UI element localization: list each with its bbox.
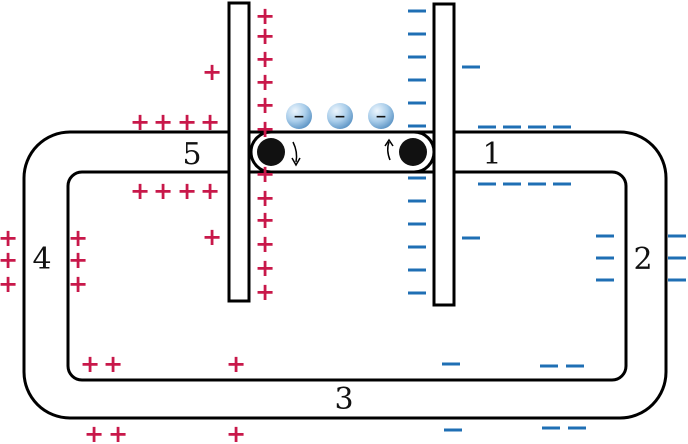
positive-charge-icon: + — [255, 278, 275, 306]
positive-charge-icon: + — [130, 108, 150, 136]
electron-2-icon: − — [327, 103, 353, 129]
positive-charge-icon: + — [255, 2, 275, 30]
negative-charge-icon — [408, 222, 426, 226]
positive-charge-icon: + — [68, 224, 88, 252]
negative-charge-icon — [408, 101, 426, 105]
negative-charge-icon — [408, 78, 426, 82]
positive-charge-icon: + — [255, 68, 275, 96]
positive-charge-icon: + — [255, 254, 275, 282]
negative-charge-icon — [542, 426, 560, 430]
negative-charge-icon — [408, 55, 426, 59]
negative-charge-icon — [528, 182, 546, 186]
positive-charge-icon: + — [202, 223, 222, 251]
negative-charge-icon — [503, 182, 521, 186]
negative-charge-icon — [408, 199, 426, 203]
negative-charge-icon — [462, 65, 480, 69]
negative-charge-icon — [540, 364, 558, 368]
positive-charge-icon: + — [255, 22, 275, 50]
negative-charge-icon — [408, 268, 426, 272]
negative-charge-icon — [408, 9, 426, 13]
negative-charge-icon — [528, 125, 546, 129]
positive-charge-icon: + — [255, 206, 275, 234]
positive-charge-icon: + — [255, 230, 275, 258]
roller-left-icon — [257, 138, 285, 166]
negative-charge-icon — [462, 236, 480, 240]
negative-charge-icon — [668, 256, 686, 260]
rotation-arrow-up-icon — [384, 138, 394, 161]
positive-charge-icon: + — [177, 177, 197, 205]
svg-text:−: − — [293, 109, 305, 125]
negative-charge-icon — [408, 176, 426, 180]
label-5: 5 — [182, 137, 201, 172]
positive-charge-icon: + — [153, 177, 173, 205]
positive-charge-icon: + — [226, 420, 246, 444]
negative-charge-icon — [408, 32, 426, 36]
positive-charge-icon: + — [0, 224, 18, 252]
left-plate — [227, 1, 251, 303]
negative-charge-icon — [408, 245, 426, 249]
svg-text:−: − — [334, 109, 346, 125]
negative-charge-icon — [408, 124, 426, 128]
negative-charge-icon — [596, 256, 614, 260]
right-plate — [432, 2, 456, 307]
positive-charge-icon: + — [84, 420, 104, 444]
positive-charge-icon: + — [200, 177, 220, 205]
label-1: 1 — [482, 137, 501, 172]
negative-charge-icon — [668, 278, 686, 282]
negative-charge-icon — [503, 125, 521, 129]
electron-1-icon: − — [286, 103, 312, 129]
svg-text:−: − — [375, 109, 387, 125]
positive-charge-icon: + — [0, 246, 18, 274]
positive-charge-icon: + — [255, 45, 275, 73]
positive-charge-icon: + — [177, 108, 197, 136]
label-2: 2 — [633, 242, 652, 277]
negative-charge-icon — [553, 125, 571, 129]
positive-charge-icon: + — [68, 246, 88, 274]
label-4: 4 — [32, 242, 51, 277]
roller-right-icon — [399, 138, 427, 166]
conductor-loop-outer — [22, 130, 668, 420]
positive-charge-icon: + — [255, 91, 275, 119]
positive-charge-icon: + — [0, 270, 18, 298]
negative-charge-icon — [568, 426, 586, 430]
positive-charge-icon: + — [255, 115, 275, 143]
negative-charge-icon — [478, 125, 496, 129]
negative-charge-icon — [668, 234, 686, 238]
rotation-arrow-down-icon — [291, 141, 301, 167]
negative-charge-icon — [596, 234, 614, 238]
positive-charge-icon: + — [255, 160, 275, 188]
positive-charge-icon: + — [103, 350, 123, 378]
positive-charge-icon: + — [68, 270, 88, 298]
negative-charge-icon — [478, 182, 496, 186]
positive-charge-icon: + — [80, 350, 100, 378]
positive-charge-icon: + — [108, 420, 128, 444]
label-3: 3 — [334, 382, 353, 417]
positive-charge-icon: + — [200, 108, 220, 136]
positive-charge-icon: + — [255, 184, 275, 212]
negative-charge-icon — [444, 428, 462, 432]
conductor-loop-inner — [66, 170, 628, 382]
negative-charge-icon — [408, 291, 426, 295]
negative-charge-icon — [553, 182, 571, 186]
negative-charge-icon — [596, 278, 614, 282]
positive-charge-icon: + — [130, 177, 150, 205]
positive-charge-icon: + — [226, 350, 246, 378]
positive-charge-icon: + — [153, 108, 173, 136]
negative-charge-icon — [442, 362, 460, 366]
electron-3-icon: − — [368, 103, 394, 129]
positive-charge-icon: + — [202, 58, 222, 86]
negative-charge-icon — [566, 364, 584, 368]
